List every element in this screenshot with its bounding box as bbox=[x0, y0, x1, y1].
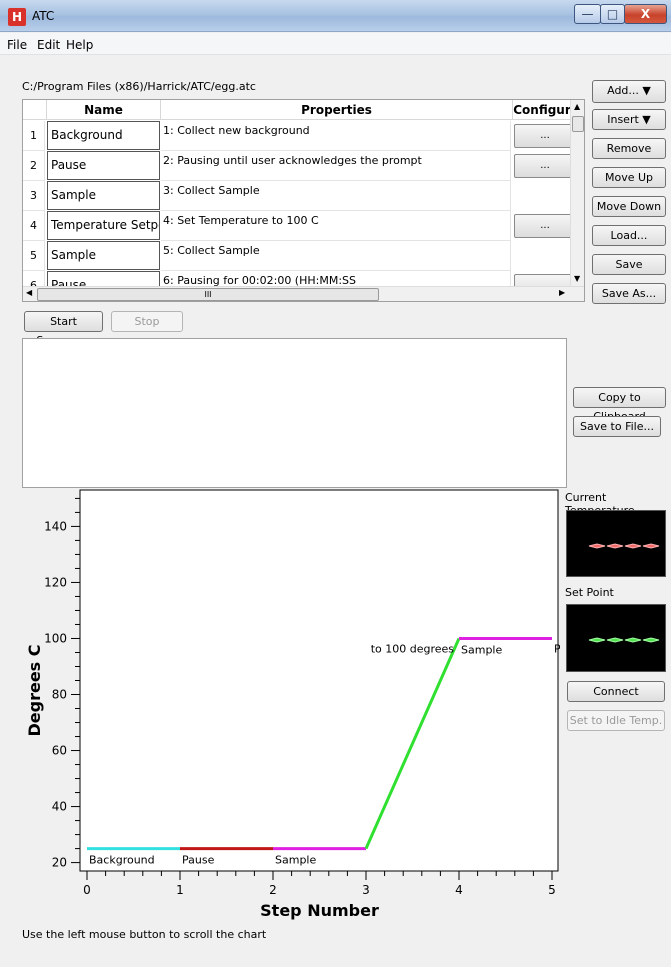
properties-cell: 5: Collect Sample bbox=[161, 241, 511, 271]
save-as-button[interactable]: Save As... bbox=[592, 283, 666, 304]
x-tick-label: 2 bbox=[269, 883, 277, 897]
scroll-right-icon[interactable]: ▶ bbox=[559, 288, 566, 297]
segment-label: Sample bbox=[461, 643, 502, 656]
save-to-file-button[interactable]: Save to File... bbox=[573, 416, 661, 437]
x-tick-label: 3 bbox=[362, 883, 370, 897]
segment-label: P bbox=[554, 642, 560, 655]
scroll-down-icon[interactable]: ▼ bbox=[574, 274, 581, 283]
configure-button[interactable]: ... bbox=[514, 214, 576, 238]
properties-cell: 1: Collect new background bbox=[161, 121, 511, 151]
current-temperature-display bbox=[566, 510, 666, 577]
dropdown-arrow-icon: ▼ bbox=[642, 84, 651, 97]
maximize-button[interactable]: □ bbox=[600, 4, 625, 24]
move-down-button[interactable]: Move Down bbox=[592, 196, 666, 217]
y-tick-label: 120 bbox=[44, 575, 67, 589]
x-tick-label: 0 bbox=[83, 883, 91, 897]
plot-area bbox=[79, 489, 559, 872]
y-tick-label: 100 bbox=[44, 631, 67, 645]
x-axis-label: Step Number bbox=[260, 901, 379, 920]
menu-edit[interactable]: Edit bbox=[37, 38, 61, 52]
y-tick-label: 40 bbox=[52, 800, 67, 814]
title-bar[interactable] bbox=[0, 0, 671, 32]
stop-button[interactable]: Stop bbox=[111, 311, 183, 332]
close-icon: X bbox=[640, 7, 651, 21]
dropdown-arrow-icon: ▼ bbox=[642, 113, 651, 126]
file-path: C:/Program Files (x86)/Harrick/ATC/egg.a… bbox=[22, 80, 256, 93]
y-tick-label: 140 bbox=[44, 519, 67, 533]
copy-to-clipboard-button[interactable]: Copy to Clipboard bbox=[573, 387, 666, 423]
close-button[interactable]: X bbox=[624, 4, 667, 24]
row-header-corner bbox=[23, 100, 47, 120]
set-point-label: Set Point bbox=[565, 586, 614, 599]
segment-label: to 100 degrees bbox=[371, 642, 455, 655]
x-tick-label: 5 bbox=[548, 883, 556, 897]
row-number: 1 bbox=[23, 121, 45, 151]
row-number: 5 bbox=[23, 241, 45, 271]
x-tick-label: 4 bbox=[455, 883, 463, 897]
properties-cell: 3: Collect Sample bbox=[161, 181, 511, 211]
row-number: 2 bbox=[23, 151, 45, 181]
chart-hint: Use the left mouse button to scroll the … bbox=[22, 928, 267, 941]
minimize-button[interactable]: — bbox=[574, 4, 601, 24]
name-cell[interactable]: Pause bbox=[47, 151, 160, 180]
load-button[interactable]: Load... bbox=[592, 225, 666, 246]
segment-label: Background bbox=[89, 854, 155, 867]
name-cell[interactable]: Background bbox=[47, 121, 160, 150]
y-tick-label: 20 bbox=[52, 856, 67, 870]
vertical-scroll-thumb[interactable] bbox=[572, 116, 584, 132]
horizontal-scroll-thumb[interactable]: III bbox=[37, 288, 379, 301]
app-icon: H bbox=[8, 8, 26, 26]
configure-button[interactable]: ... bbox=[514, 124, 576, 148]
vertical-scrollbar[interactable] bbox=[570, 100, 584, 286]
configure-button[interactable]: ... bbox=[514, 154, 576, 178]
segment-label: Sample bbox=[275, 854, 316, 867]
row-number: 4 bbox=[23, 211, 45, 241]
start-sequence-button[interactable]: Start Sequence bbox=[24, 311, 103, 347]
menu-file[interactable]: File bbox=[7, 38, 28, 52]
scroll-up-icon[interactable]: ▲ bbox=[574, 102, 581, 111]
column-header-name[interactable]: Name bbox=[47, 100, 161, 120]
scroll-left-icon[interactable]: ◀ bbox=[26, 288, 33, 297]
y-tick-label: 60 bbox=[52, 744, 67, 758]
insert-button[interactable]: Insert ▼ bbox=[592, 109, 666, 130]
menu-help[interactable]: Help bbox=[66, 38, 94, 52]
series-segment bbox=[364, 637, 461, 850]
segment-label: Pause bbox=[182, 854, 215, 867]
name-cell[interactable]: Sample bbox=[47, 181, 160, 210]
name-cell[interactable]: Sample bbox=[47, 241, 160, 270]
log-text-area[interactable] bbox=[22, 338, 567, 488]
column-header-configure[interactable]: Configur bbox=[513, 100, 571, 120]
minimize-icon: — bbox=[581, 7, 594, 21]
row-number: 3 bbox=[23, 181, 45, 211]
properties-cell: 2: Pausing until user acknowledges the p… bbox=[161, 151, 511, 181]
name-cell[interactable]: Temperature Setpoint bbox=[47, 211, 160, 240]
set-point-display bbox=[566, 604, 666, 672]
window-title: ATC bbox=[32, 9, 55, 23]
x-tick-label: 1 bbox=[176, 883, 184, 897]
move-up-button[interactable]: Move Up bbox=[592, 167, 666, 188]
column-header-properties[interactable]: Properties bbox=[161, 100, 513, 120]
maximize-icon: □ bbox=[606, 7, 619, 21]
temperature-chart[interactable]: 20 40 60 80 100 120 140 0 1 2 3 4 5 Step Number Degree… bbox=[0, 488, 560, 928]
menu-bar bbox=[0, 33, 671, 55]
add-button[interactable]: Add... ▼ bbox=[592, 80, 666, 103]
save-button[interactable]: Save bbox=[592, 254, 666, 275]
properties-cell: 4: Set Temperature to 100 C bbox=[161, 211, 511, 241]
y-tick-label: 80 bbox=[52, 688, 67, 702]
remove-button[interactable]: Remove bbox=[592, 138, 666, 159]
connect-button[interactable]: Connect bbox=[567, 681, 665, 702]
y-axis-label: Degrees C bbox=[25, 644, 44, 736]
set-to-idle-temp-button[interactable]: Set to Idle Temp. bbox=[567, 710, 665, 731]
sequence-table[interactable]: Name Properties Configur 1 Background 1:… bbox=[22, 99, 585, 302]
